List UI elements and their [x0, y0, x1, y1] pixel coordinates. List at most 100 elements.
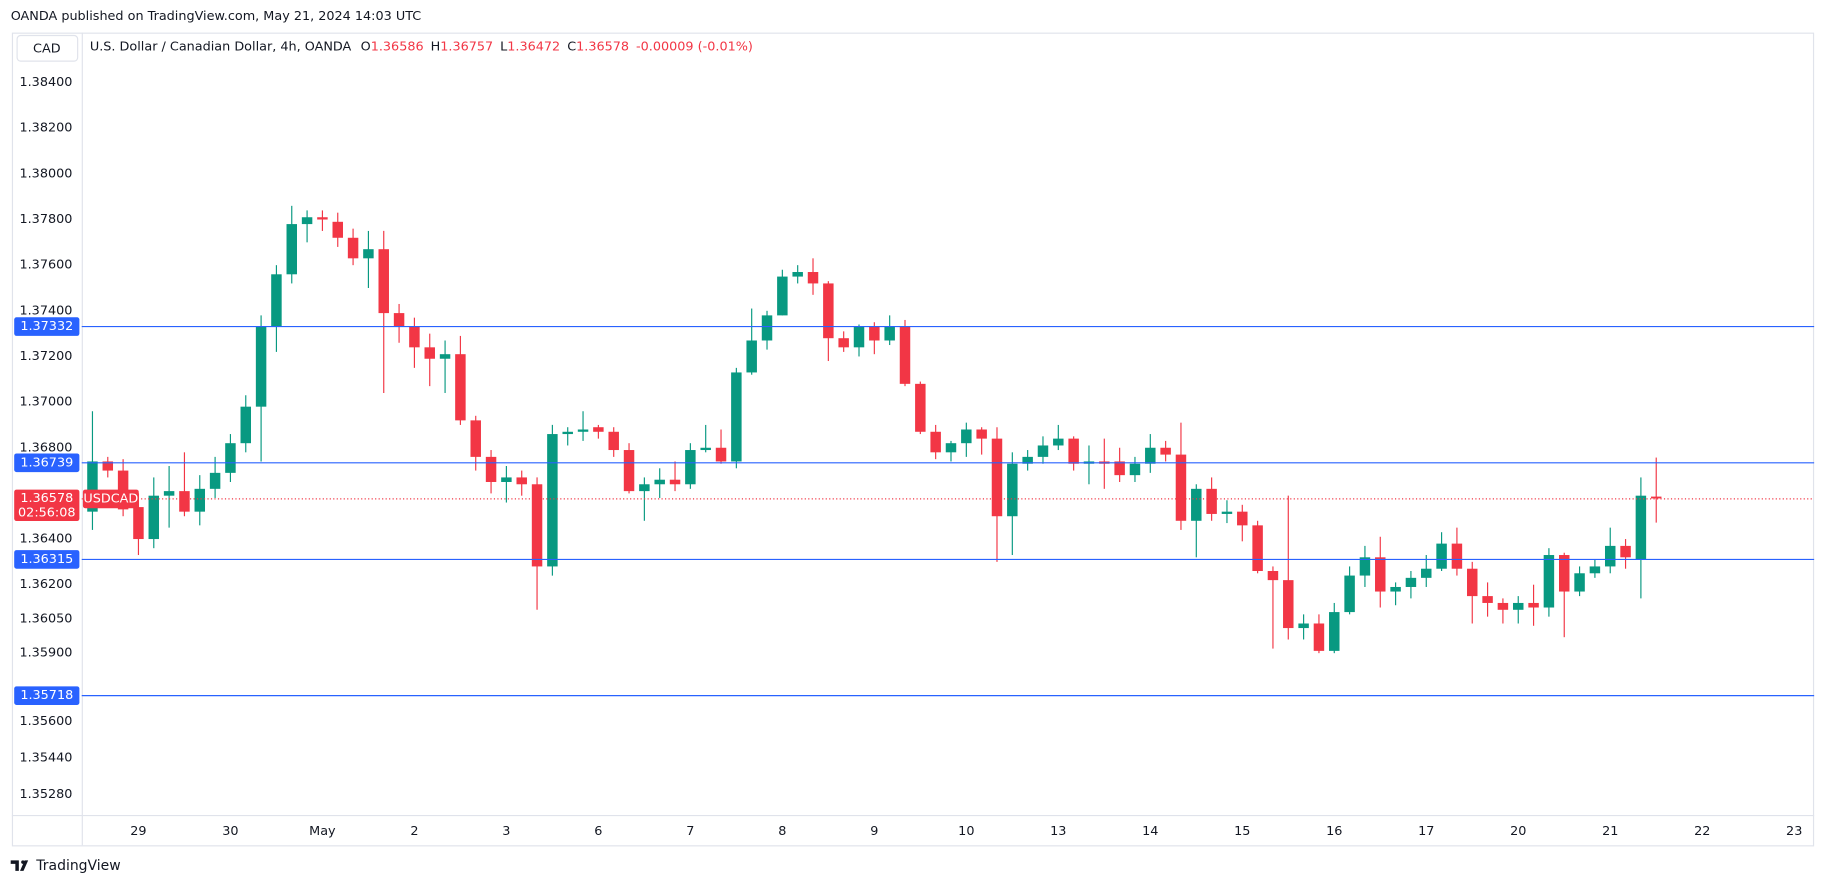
legend-key: C [567, 39, 576, 54]
candle-body [1451, 543, 1463, 569]
y-tick-label: 1.36050 [19, 611, 72, 626]
y-tick-label: 1.36400 [19, 532, 72, 547]
candle-body [332, 221, 343, 238]
candle-body [409, 326, 420, 348]
x-tick-label: 21 [1602, 824, 1618, 839]
candle-body [1421, 568, 1432, 578]
candle-body [792, 272, 803, 277]
candle-body [915, 383, 926, 432]
candle-body [271, 274, 282, 327]
candle-body [1513, 602, 1524, 610]
level-label: 1.35718 [20, 688, 73, 703]
candle-body [225, 443, 236, 473]
candle-body [501, 477, 512, 482]
legend-key: O [361, 39, 371, 54]
y-tick-label: 1.38200 [19, 121, 72, 136]
legend-value: 1.36757 [440, 39, 493, 54]
candle-body [424, 347, 435, 359]
candle-body [1068, 438, 1079, 464]
candle-body [1221, 511, 1233, 514]
legend-change: -0.00009 (-0.01%) [636, 39, 753, 54]
y-tick-label: 1.35600 [19, 714, 72, 729]
candle-body [930, 431, 941, 453]
candle-body [593, 427, 604, 432]
candle-body [1206, 488, 1217, 514]
candle-body [179, 491, 190, 512]
candle-body [807, 272, 819, 284]
last-price-label: 1.36578 [20, 491, 73, 506]
candle-body [746, 340, 757, 373]
candle-body [700, 447, 711, 451]
candle-body [194, 488, 206, 512]
legend: U.S. Dollar / Canadian Dollar, 4h, OANDA… [90, 39, 753, 54]
last-price-box [14, 489, 80, 522]
x-tick-label: 7 [686, 824, 694, 839]
legend-value: 1.36472 [507, 39, 560, 54]
candle-body [1620, 545, 1631, 558]
candle-body [455, 354, 466, 421]
candle-body [1237, 511, 1248, 526]
candle-body [669, 479, 681, 485]
candle-body [1175, 454, 1187, 521]
candle-body [1114, 461, 1125, 476]
candle-body [1589, 566, 1601, 574]
candle-body [393, 313, 405, 327]
y-tick-label: 1.37000 [19, 395, 72, 410]
y-tick-label: 1.35440 [19, 751, 72, 766]
candle-body [1344, 575, 1355, 613]
candle-body [991, 438, 1003, 517]
y-tick-label: 1.38400 [19, 75, 72, 90]
legend-key: L [500, 39, 508, 54]
candle-body [148, 495, 160, 540]
candle-body [1574, 573, 1585, 592]
candle-body [1329, 612, 1340, 651]
candle-body [347, 237, 359, 259]
footer-brand: TradingView [35, 858, 120, 874]
candle-body [439, 354, 451, 359]
level-label: 1.36315 [20, 552, 73, 567]
x-tick-label: 8 [778, 824, 786, 839]
level-label-box [14, 317, 80, 336]
x-tick-label: 30 [222, 824, 238, 839]
candle-body [516, 477, 527, 485]
level-label-box [14, 550, 80, 569]
candle-body [869, 326, 880, 341]
candle-body [1267, 570, 1279, 581]
candle-body [209, 472, 221, 489]
y-tick-label: 1.37600 [19, 258, 72, 273]
candle-body [761, 315, 773, 341]
x-tick-label: 13 [1050, 824, 1066, 839]
candle-body [1528, 602, 1539, 608]
candle-body [1359, 557, 1371, 576]
level-label-box [14, 686, 80, 705]
candle-body [577, 429, 589, 432]
candle-body [1375, 557, 1386, 592]
candle-body [1283, 580, 1294, 629]
candle-body [899, 326, 911, 384]
candle-body [623, 450, 635, 492]
candle-body [1160, 447, 1171, 455]
y-tick-label: 1.36800 [19, 440, 72, 455]
candle-body [1298, 623, 1309, 629]
currency-button[interactable] [16, 34, 79, 62]
x-tick-label: 29 [130, 824, 146, 839]
candle-body [1558, 555, 1570, 592]
logo-dot [21, 860, 25, 864]
candle-body [945, 443, 957, 453]
candle-body [654, 479, 665, 485]
candle-body [1482, 596, 1493, 603]
legend-title: U.S. Dollar / Canadian Dollar, 4h, OANDA [90, 39, 352, 54]
x-tick-label: 15 [1234, 824, 1250, 839]
candle-body [1191, 488, 1202, 521]
y-tick-label: 1.37400 [19, 303, 72, 318]
candle-body [639, 484, 650, 492]
candle-body [1053, 438, 1064, 446]
candle-body [1467, 568, 1478, 597]
x-tick-label: 22 [1694, 824, 1710, 839]
candle-body [1497, 602, 1509, 610]
level-label-box [14, 453, 80, 473]
candle-body [1635, 495, 1647, 560]
candle-body [1037, 445, 1049, 457]
tradingview-logo: TradingView [10, 858, 121, 874]
candle-body [87, 461, 98, 512]
